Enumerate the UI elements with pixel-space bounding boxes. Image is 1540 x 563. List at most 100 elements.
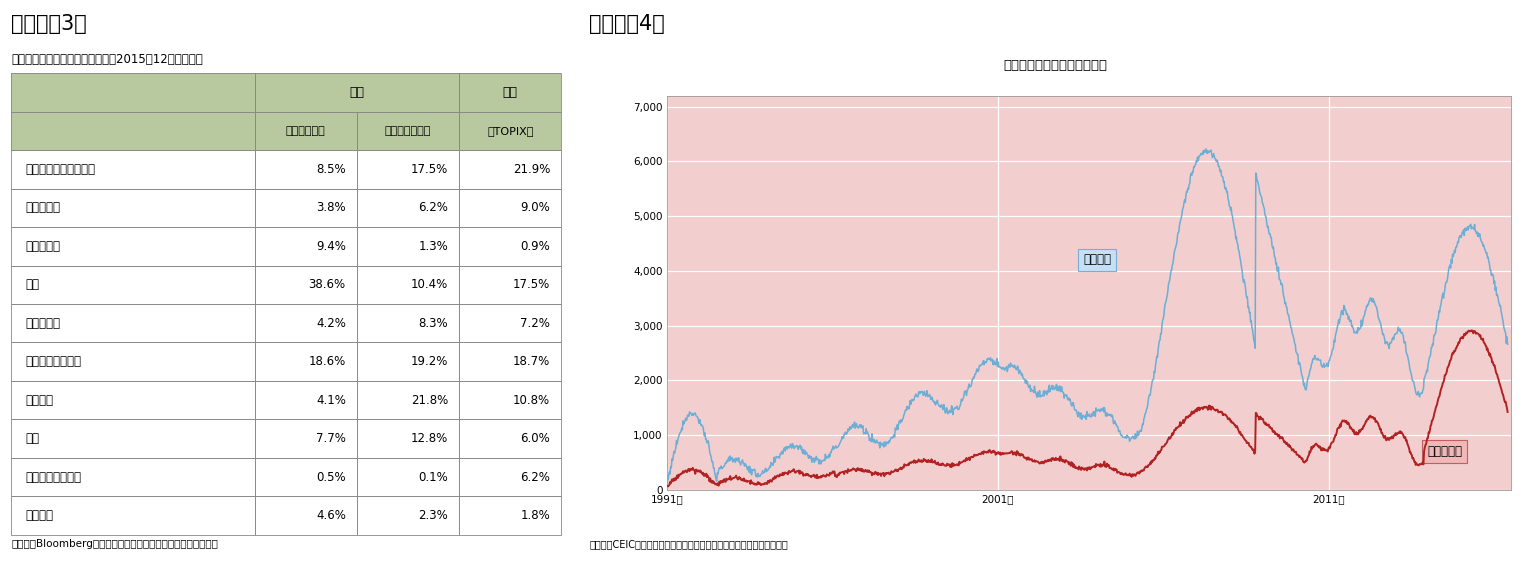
Bar <box>11 73 254 111</box>
Bar <box>357 304 459 342</box>
Text: 7.2%: 7.2% <box>521 317 550 330</box>
Text: 金融: 金融 <box>25 278 38 291</box>
Text: 1.3%: 1.3% <box>419 240 448 253</box>
Bar <box>357 342 459 381</box>
Bar <box>459 497 562 535</box>
Bar <box>11 111 254 150</box>
Text: 上海総合と深セン総合の推移: 上海総合と深セン総合の推移 <box>1003 59 1107 72</box>
Text: 6.2%: 6.2% <box>419 202 448 215</box>
Bar <box>459 227 562 266</box>
Text: 7.7%: 7.7% <box>316 432 346 445</box>
Bar <box>459 111 562 150</box>
Bar <box>11 342 254 381</box>
Bar <box>459 150 562 189</box>
Bar <box>459 73 562 111</box>
Bar <box>459 381 562 419</box>
Bar <box>459 111 562 150</box>
Text: 資本財・サービス: 資本財・サービス <box>25 355 82 368</box>
Text: （深セン総合）: （深セン総合） <box>385 126 431 136</box>
Text: 12.8%: 12.8% <box>411 432 448 445</box>
Text: 2.3%: 2.3% <box>419 509 448 522</box>
Text: 0.9%: 0.9% <box>521 240 550 253</box>
Bar <box>254 227 357 266</box>
Text: 公益事業: 公益事業 <box>25 509 54 522</box>
Bar <box>357 266 459 304</box>
Bar <box>254 342 357 381</box>
Bar <box>11 227 254 266</box>
Bar <box>254 497 357 535</box>
Text: 生活必需品: 生活必需品 <box>25 202 60 215</box>
Text: 8.5%: 8.5% <box>316 163 346 176</box>
Text: 1.8%: 1.8% <box>521 509 550 522</box>
Bar <box>11 419 254 458</box>
Text: （資料）CEIC（出所は上海証券取引所、深セン証券取引所）を元に作成: （資料）CEIC（出所は上海証券取引所、深セン証券取引所）を元に作成 <box>590 539 788 549</box>
Text: 18.6%: 18.6% <box>308 355 346 368</box>
Bar <box>254 73 459 111</box>
Bar <box>254 419 357 458</box>
Text: 素材: 素材 <box>25 432 38 445</box>
Bar <box>459 73 562 111</box>
Bar <box>11 150 254 189</box>
Text: 4.1%: 4.1% <box>316 394 346 406</box>
Bar <box>11 497 254 535</box>
Bar <box>459 189 562 227</box>
Text: （資料）Bloombergのデータをニッセイ基礎研究所で集計・作成: （資料）Bloombergのデータをニッセイ基礎研究所で集計・作成 <box>11 539 219 549</box>
Text: 日本: 日本 <box>502 86 517 99</box>
Text: 深セン総合: 深セン総合 <box>1428 445 1461 458</box>
Bar <box>11 111 254 150</box>
Text: ヘルスケア: ヘルスケア <box>25 317 60 330</box>
Text: （上海総合）: （上海総合） <box>286 126 325 136</box>
Bar <box>11 189 254 227</box>
Bar <box>459 342 562 381</box>
Text: 18.7%: 18.7% <box>513 355 550 368</box>
Text: 電気通信サービス: 電気通信サービス <box>25 471 82 484</box>
Bar <box>357 497 459 535</box>
Text: 17.5%: 17.5% <box>513 278 550 291</box>
Bar <box>254 381 357 419</box>
Bar <box>254 111 357 150</box>
Text: 9.0%: 9.0% <box>521 202 550 215</box>
Bar <box>357 381 459 419</box>
Bar <box>459 419 562 458</box>
Bar <box>11 266 254 304</box>
Text: 4.6%: 4.6% <box>316 509 346 522</box>
Bar <box>459 266 562 304</box>
Bar <box>11 458 254 497</box>
Bar <box>357 458 459 497</box>
Bar <box>11 304 254 342</box>
Bar <box>357 189 459 227</box>
Text: 9.4%: 9.4% <box>316 240 346 253</box>
Text: エネルギー: エネルギー <box>25 240 60 253</box>
Bar <box>357 150 459 189</box>
Text: 6.0%: 6.0% <box>521 432 550 445</box>
Text: （図表－4）: （図表－4） <box>590 14 665 34</box>
Bar <box>357 419 459 458</box>
Bar <box>11 73 254 111</box>
Text: 0.1%: 0.1% <box>419 471 448 484</box>
Text: 10.4%: 10.4% <box>411 278 448 291</box>
Bar <box>254 189 357 227</box>
Bar <box>357 111 459 150</box>
Text: 3.8%: 3.8% <box>316 202 346 215</box>
Bar <box>254 73 459 111</box>
Bar <box>11 381 254 419</box>
Bar <box>254 150 357 189</box>
Text: 17.5%: 17.5% <box>411 163 448 176</box>
Bar <box>254 458 357 497</box>
Text: 0.5%: 0.5% <box>316 471 346 484</box>
Text: 上海総合: 上海総合 <box>1083 253 1112 266</box>
Text: 21.9%: 21.9% <box>513 163 550 176</box>
Text: 10.8%: 10.8% <box>513 394 550 406</box>
Text: 4.2%: 4.2% <box>316 317 346 330</box>
Text: 38.6%: 38.6% <box>308 278 346 291</box>
Text: 一般消費財・サービス: 一般消費財・サービス <box>25 163 95 176</box>
Text: 業種構成の日中比較（時価総額、2015年12月末現在）: 業種構成の日中比較（時価総額、2015年12月末現在） <box>11 53 203 66</box>
Text: 6.2%: 6.2% <box>521 471 550 484</box>
Bar <box>254 266 357 304</box>
Text: 中国: 中国 <box>350 86 365 99</box>
Text: 21.8%: 21.8% <box>411 394 448 406</box>
Bar <box>459 304 562 342</box>
Text: （図表－3）: （図表－3） <box>11 14 88 34</box>
Text: 19.2%: 19.2% <box>411 355 448 368</box>
Bar <box>254 111 357 150</box>
